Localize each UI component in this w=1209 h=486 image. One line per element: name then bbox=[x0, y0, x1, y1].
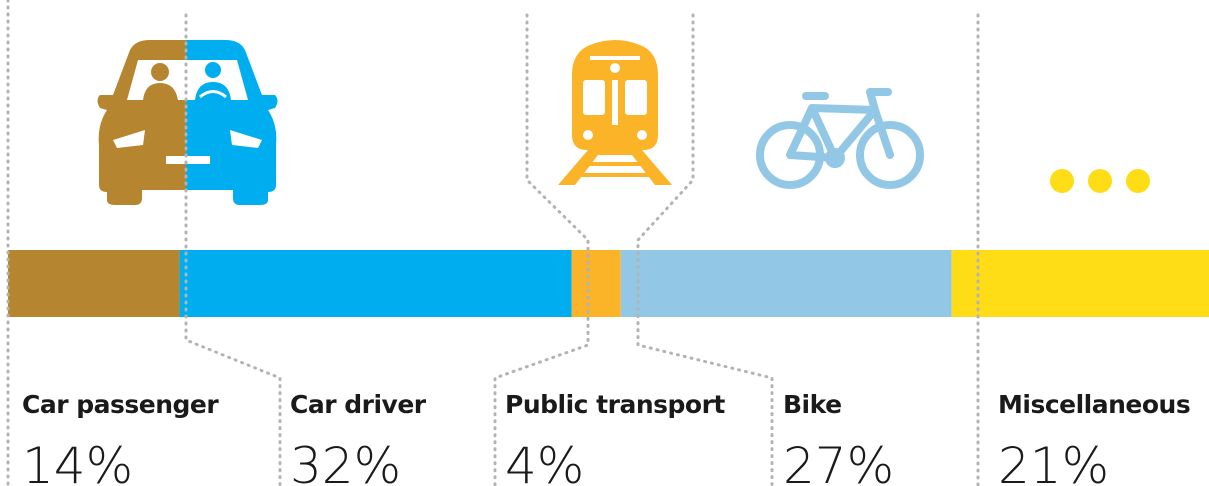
label-group: Car passenger 14% Car driver 32% Public tran… bbox=[22, 390, 1191, 486]
dots-icon bbox=[1050, 169, 1150, 193]
bar-segment bbox=[8, 250, 180, 317]
category-label: Public transport bbox=[505, 390, 725, 419]
bar-segment bbox=[179, 250, 572, 317]
bar-group bbox=[8, 250, 1209, 317]
train-icon bbox=[558, 40, 672, 185]
category-label: Bike bbox=[783, 390, 842, 419]
value-label: 32% bbox=[290, 437, 401, 486]
value-label: 14% bbox=[22, 437, 133, 486]
category-label: Miscellaneous bbox=[998, 390, 1190, 419]
value-label: 21% bbox=[998, 437, 1109, 486]
value-label: 27% bbox=[783, 437, 894, 486]
bar-segment bbox=[951, 250, 1209, 317]
bike-icon bbox=[756, 88, 924, 189]
category-label: Car driver bbox=[290, 390, 427, 419]
category-label: Car passenger bbox=[22, 390, 219, 419]
connectors bbox=[6, 0, 980, 486]
bar-segment bbox=[620, 250, 952, 317]
bar-segment bbox=[571, 250, 621, 317]
value-label: 4% bbox=[505, 437, 584, 486]
car-icon bbox=[97, 40, 278, 205]
